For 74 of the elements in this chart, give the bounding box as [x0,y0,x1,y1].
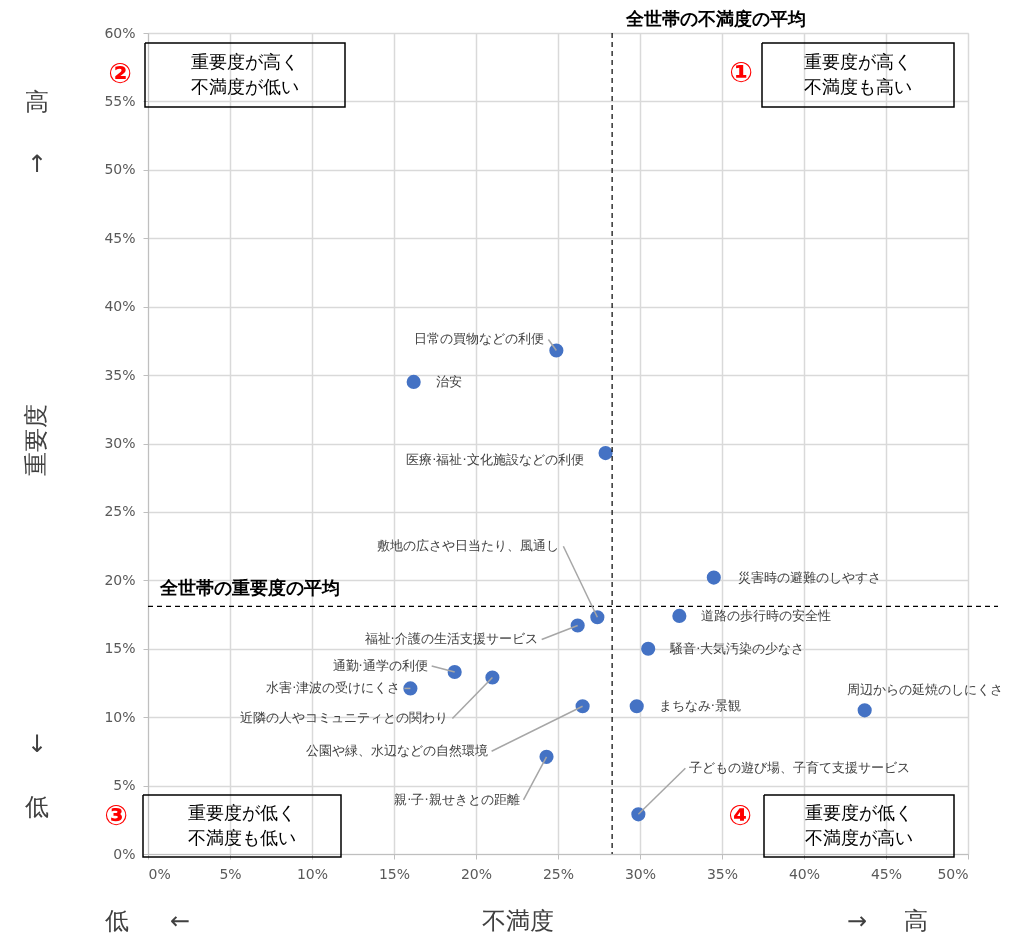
annotation: 近隣の人やコミュニティとの関わり [240,710,449,726]
x-tick-label: 50% [937,865,969,882]
point [403,681,418,696]
point [598,446,613,461]
y-tick-label: 15% [104,640,136,657]
x-tick-label: 5% [219,865,242,882]
x-tick-label: 20% [460,865,493,882]
x-axis-title: 不満度 [482,907,554,935]
x-tick-label: 0% [148,865,171,882]
x-tick-label: 30% [624,865,657,882]
text: 高 [904,907,928,935]
point [641,641,656,656]
y-tick-label: 55% [104,92,136,109]
y-tick-label: 60% [104,24,136,41]
annotation: 重要度が高く不満度も高い [804,51,912,97]
text: ③ [104,799,128,832]
point [629,699,644,714]
y-tick-label: 50% [104,161,136,178]
x-tick-label: 25% [542,865,575,882]
annotation: 水害·津波の受けにくさ [266,680,401,696]
annotation: 医療·福祉·文化施設などの利便 [406,452,584,468]
y-tick-label: 10% [104,708,136,725]
point [570,618,585,633]
point [447,664,462,680]
point [857,703,872,718]
text: ② [108,57,132,90]
text: 高 [25,88,49,116]
text: → [846,907,868,935]
annotation: 公園や緑、水辺などの自然環境 [305,743,488,759]
y-tick-label: 30% [104,435,136,451]
text: 低 [105,907,129,935]
annotation: ① [729,56,753,89]
x-tick-label: 40% [788,865,821,882]
point [549,343,564,358]
point [590,610,605,625]
text: ↓ [26,730,48,758]
annotation: 治安 [435,373,462,389]
ref-line-label: 全世帯の不満度の平均 [625,8,807,29]
y-tick-label: 0% [113,845,136,862]
y-tick-label: 20% [104,571,136,588]
annotation: 重要度が高く不満度が低い [191,51,299,97]
ref-line-label: 全世帯の重要度の平均 [159,577,340,599]
annotation: 重要度が低く不満度が高い [805,802,913,848]
y-tick-label: 35% [104,366,136,383]
annotation: 周辺からの延焼のしにくさ [846,682,1003,698]
annotation: 子どもの遊び場、子育て支援サービス [689,760,911,776]
annotation: ④ [728,799,752,832]
annotation: 重要度が低く不満度も低い [188,802,296,848]
x-tick-label: 10% [296,865,329,882]
point [631,807,646,822]
annotation: 騒音·大気汚染の少なさ [669,640,805,656]
text: ← [169,907,191,935]
annotation: 福祉·介護の生活支援サービス [364,631,538,647]
y-tick-label: 45% [104,229,136,246]
point [406,374,421,389]
y-tick-label: 40% [104,298,136,315]
annotation: 通勤·通学の利便 [332,658,428,674]
text: 低 [25,793,49,821]
annotation: まちなみ·景観 [658,698,741,714]
x-tick-label: 35% [706,865,739,882]
annotation: 親·子·親せきとの距離 [394,791,520,807]
annotation: 災害時の避難のしやすさ [737,569,881,585]
y-axis-title: 重要度 [22,404,50,476]
y-tick-label: 5% [113,777,136,794]
text: ↑ [26,150,48,178]
point [539,749,554,764]
point [706,570,721,585]
point [672,608,687,623]
x-tick-label: 15% [378,865,411,882]
annotation: 日常の買物などの利便 [414,331,545,347]
annotation: 敷地の広さや日当たり、風通し [377,538,560,554]
y-tick-label: 25% [104,503,136,520]
annotation: 道路の歩行時の安全性 [701,607,832,623]
x-tick-label: 45% [870,865,903,882]
